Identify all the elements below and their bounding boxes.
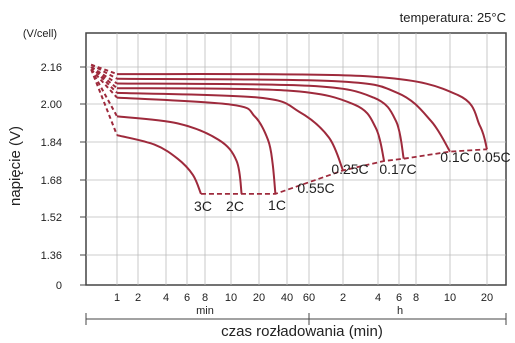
curve-label-0.25C: 0.25C [331,161,368,177]
curve-label-3C: 3C [194,198,212,214]
x-tick-label: 8 [202,292,208,304]
curve-initial-drop-0.05C [90,63,118,75]
curve-initial-drop-0.17C [90,66,118,85]
curve-0.05C [116,73,488,150]
discharge-curves [90,63,488,195]
curve-3C [116,134,202,195]
x-group-label: h [397,305,403,317]
temperature-annotation: temperatura: 25°C [400,10,506,25]
curve-2C [116,115,243,195]
x-tick-label: 60 [303,292,315,304]
y-tick-label: 1.68 [41,175,62,187]
x-axis-title: czas rozładowania (min) [221,323,383,340]
x-tick-label: 20 [481,292,493,304]
curve-initial-drop-2C [90,68,118,117]
x-tick-label: 6 [184,292,190,304]
y-tick-labels: 2.16 2.00 1.84 1.68 1.52 1.36 0 [41,62,86,292]
curve-initial-drop-0.25C [90,66,118,89]
x-tick-label: 20 [253,292,265,304]
curve-0.55C [116,91,344,171]
x-tick-label: 2 [340,292,346,304]
curve-label-1C: 1C [268,197,286,213]
curve-label-0.17C: 0.17C [379,161,416,177]
y-tick-label: 1.52 [41,212,62,224]
curve-label-2C: 2C [226,198,244,214]
x-group-label: min [196,305,214,317]
curve-0.25C [116,87,386,162]
x-tick-label: 10 [444,292,456,304]
x-tick-label: 4 [163,292,169,304]
time-group-brackets: min h [85,305,507,325]
y-tick-label: 0 [56,280,62,292]
x-tick-label: 2 [135,292,141,304]
curve-label-0.05C: 0.05C [473,149,510,165]
curve-initial-drop-3C [90,68,118,136]
x-tick-label: 6 [396,292,402,304]
curve-labels: 3C 2C 1C 0.55C 0.25C 0.17C 0.1C 0.05C [194,149,511,214]
y-tick-label: 1.84 [41,137,62,149]
curve-initial-drop-1C [90,68,118,99]
curve-label-0.55C: 0.55C [297,180,334,196]
y-axis-title: napięcie (V) [7,126,24,206]
y-tick-label: 2.00 [41,99,62,111]
curve-initial-drop-0.1C [90,63,118,80]
curve-1C [116,96,277,194]
plot-frame [85,32,507,286]
y-tick-label: 2.16 [41,62,62,74]
curve-0.1C [116,77,451,153]
curve-label-0.1C: 0.1C [440,149,470,165]
x-tick-label: 1 [114,292,120,304]
curve-0.17C [116,82,405,159]
x-tick-label: 4 [375,292,381,304]
y-unit-label: (V/cell) [23,28,57,40]
x-tick-label: 40 [281,292,293,304]
y-tick-label: 1.36 [41,250,62,262]
x-tick-label: 10 [225,292,237,304]
x-tick-labels: 1 2 4 6 8 10 20 40 60 2 4 6 8 10 20 [114,292,493,304]
curve-initial-drop-0.55C [90,66,118,94]
x-tick-label: 8 [413,292,419,304]
